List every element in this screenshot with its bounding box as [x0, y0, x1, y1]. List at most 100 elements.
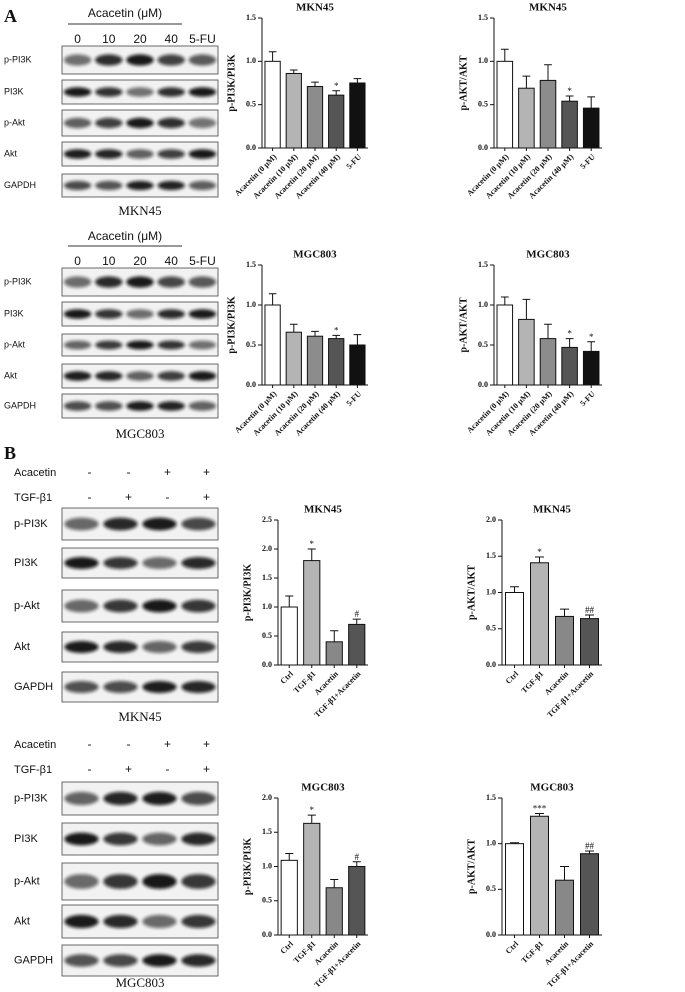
lane-label: 5-FU	[189, 32, 216, 46]
bar	[264, 60, 281, 149]
blot-band	[95, 309, 123, 319]
blot-band	[126, 401, 154, 411]
error-bar	[332, 90, 341, 96]
treatment-sign: -	[166, 762, 170, 776]
treatment-sign: -	[88, 465, 92, 479]
row-label: GAPDH	[14, 681, 53, 693]
treatment-sign: +	[203, 762, 210, 776]
bar	[580, 853, 599, 936]
blot-band	[95, 54, 123, 66]
error-bar	[330, 879, 339, 888]
treatment-sign: +	[164, 737, 171, 751]
x-tick-label: Ctrl	[279, 939, 296, 956]
blot-band	[188, 371, 217, 381]
bar	[348, 866, 366, 936]
y-tick-label: 1.0	[262, 602, 272, 611]
treatment-sign: -	[88, 490, 92, 504]
blot-band	[64, 874, 99, 889]
significance: *	[334, 81, 339, 91]
bar	[539, 79, 557, 149]
error-bar	[510, 842, 519, 844]
treatment-sign: -	[127, 465, 131, 479]
y-tick-label: 1.0	[478, 300, 488, 309]
row-label: p-PI3K	[4, 54, 32, 64]
bar	[539, 338, 557, 386]
bar	[328, 94, 345, 149]
error-bar	[560, 866, 569, 881]
blot-band	[181, 832, 216, 846]
row-label: PI3K	[4, 308, 24, 318]
bar	[555, 615, 574, 666]
y-tick-label: 2.0	[486, 515, 496, 524]
row-label: p-PI3K	[14, 792, 48, 804]
bar	[561, 346, 578, 386]
blot-band	[64, 517, 99, 531]
blot-band	[142, 874, 177, 889]
y-tick-label: 1.5	[246, 260, 256, 269]
bar	[582, 107, 600, 149]
lane-label: 0	[74, 254, 81, 268]
lane-label: 20	[133, 32, 147, 46]
blot-band	[63, 180, 92, 191]
significance: ##	[585, 605, 595, 615]
bar	[349, 344, 366, 386]
y-tick-label: 0.5	[478, 340, 488, 349]
blot-band	[188, 276, 217, 288]
treatment-sign: +	[203, 737, 210, 751]
y-axis-label: p-PI3K/PI3K	[242, 564, 253, 621]
blot-band	[63, 54, 92, 66]
treatment-label: TGF-β1	[14, 492, 52, 504]
treatment-sign: -	[166, 490, 170, 504]
y-tick-label: 0.0	[246, 143, 256, 152]
blot-band	[95, 149, 123, 159]
bar	[582, 350, 600, 386]
blot-band	[142, 914, 177, 929]
blot-band	[142, 954, 177, 967]
blot-band	[64, 832, 99, 846]
blot-header: Acacetin (μM)	[88, 229, 162, 243]
x-tick-label: Ctrl	[504, 669, 521, 686]
blot-band	[181, 791, 216, 806]
y-tick-label: 1.5	[262, 573, 272, 582]
y-tick-label: 0.0	[486, 660, 496, 669]
y-axis-label: p-PI3K/PI3K	[226, 54, 237, 111]
bar	[530, 815, 549, 936]
row-label: GAPDH	[14, 954, 53, 966]
blot-band	[95, 87, 123, 97]
error-bar	[500, 296, 509, 305]
blot-band	[181, 641, 216, 653]
blot-band	[157, 149, 185, 159]
bar	[518, 87, 535, 149]
blot-band	[103, 832, 138, 846]
y-tick-label: 1.5	[246, 13, 256, 22]
y-axis-label: p-AKT/AKT	[466, 565, 477, 620]
y-axis-label: p-AKT/AKT	[466, 839, 477, 894]
blot-caption: MKN45	[118, 203, 161, 218]
bar	[530, 562, 549, 666]
error-bar	[500, 48, 509, 62]
y-axis-label: p-AKT/AKT	[458, 55, 469, 110]
row-label: PI3K	[14, 833, 39, 845]
y-tick-label: 1.5	[478, 260, 488, 269]
blot-band	[181, 599, 216, 613]
blot-band	[181, 517, 216, 531]
blot-band	[103, 914, 138, 929]
y-tick-label: 1.5	[478, 13, 488, 22]
bar	[348, 623, 366, 666]
blot-band	[95, 340, 123, 350]
row-label: GAPDH	[4, 400, 36, 410]
blot-band	[63, 401, 92, 411]
bar	[285, 72, 302, 149]
blot-band	[103, 599, 138, 613]
row-label: Akt	[14, 915, 30, 927]
blot-band	[64, 914, 99, 929]
y-tick-label: 0.5	[486, 884, 496, 893]
blot-band	[181, 954, 216, 967]
blot-band	[157, 54, 185, 66]
bar	[505, 843, 524, 936]
blot-band	[157, 309, 185, 319]
blot-band	[157, 276, 185, 288]
chart-title: MGC803	[530, 782, 574, 794]
y-tick-label: 0.0	[262, 930, 272, 939]
blot-band	[188, 180, 217, 191]
